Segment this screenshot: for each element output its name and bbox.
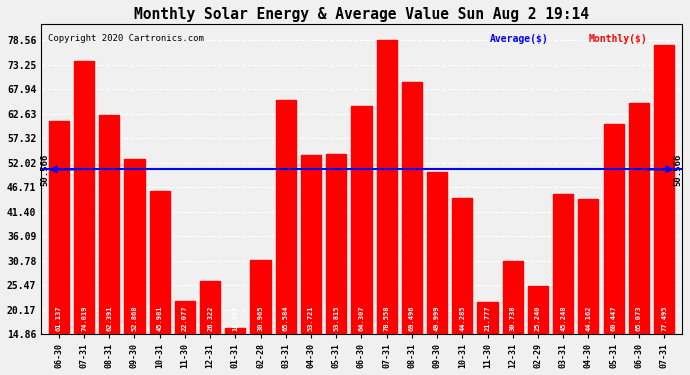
Text: 65.073: 65.073 — [636, 306, 642, 331]
Bar — [604, 124, 624, 375]
Text: 22.077: 22.077 — [182, 306, 188, 331]
Text: 69.496: 69.496 — [409, 306, 415, 331]
Text: 78.558: 78.558 — [384, 306, 390, 331]
Text: 21.777: 21.777 — [484, 306, 491, 331]
Bar — [99, 115, 119, 375]
Bar — [654, 45, 674, 375]
Text: 44.285: 44.285 — [460, 306, 465, 331]
Bar — [200, 281, 220, 375]
Bar — [124, 159, 145, 375]
Bar — [528, 286, 548, 375]
Text: 26.322: 26.322 — [207, 306, 213, 331]
Bar — [452, 198, 473, 375]
Bar — [175, 301, 195, 375]
Bar — [377, 40, 397, 375]
Text: 62.391: 62.391 — [106, 306, 112, 331]
Text: 50.566: 50.566 — [673, 153, 682, 186]
Text: 44.162: 44.162 — [585, 306, 591, 331]
Bar — [225, 328, 246, 375]
Bar — [74, 61, 94, 375]
Bar — [250, 260, 270, 375]
Text: 74.019: 74.019 — [81, 306, 87, 331]
Bar — [402, 82, 422, 375]
Bar — [150, 190, 170, 375]
Text: 60.447: 60.447 — [611, 306, 617, 331]
Title: Monthly Solar Energy & Average Value Sun Aug 2 19:14: Monthly Solar Energy & Average Value Sun… — [134, 7, 589, 22]
Text: 53.721: 53.721 — [308, 306, 314, 331]
Bar — [629, 102, 649, 375]
Text: Monthly($): Monthly($) — [589, 34, 648, 44]
Text: 30.965: 30.965 — [257, 306, 264, 331]
Text: 64.307: 64.307 — [358, 306, 364, 331]
Text: 45.248: 45.248 — [560, 306, 566, 331]
Text: 25.240: 25.240 — [535, 306, 541, 331]
Bar — [553, 194, 573, 375]
Text: 53.815: 53.815 — [333, 306, 339, 331]
Bar — [276, 100, 296, 375]
Bar — [503, 261, 523, 375]
Text: 77.495: 77.495 — [661, 306, 667, 331]
Text: 65.584: 65.584 — [283, 306, 289, 331]
Bar — [477, 302, 497, 375]
Text: 50.566: 50.566 — [41, 153, 50, 186]
Text: Average($): Average($) — [489, 34, 549, 44]
Text: 30.738: 30.738 — [510, 306, 515, 331]
Text: 16.107: 16.107 — [233, 306, 238, 331]
Text: 49.999: 49.999 — [434, 306, 440, 331]
Bar — [351, 106, 371, 375]
Bar — [49, 121, 69, 375]
Text: 61.137: 61.137 — [56, 306, 62, 331]
Bar — [301, 155, 321, 375]
Bar — [427, 172, 447, 375]
Text: 45.981: 45.981 — [157, 306, 163, 331]
Bar — [578, 199, 598, 375]
Text: 52.868: 52.868 — [132, 306, 137, 331]
Text: Copyright 2020 Cartronics.com: Copyright 2020 Cartronics.com — [48, 34, 204, 43]
Bar — [326, 154, 346, 375]
